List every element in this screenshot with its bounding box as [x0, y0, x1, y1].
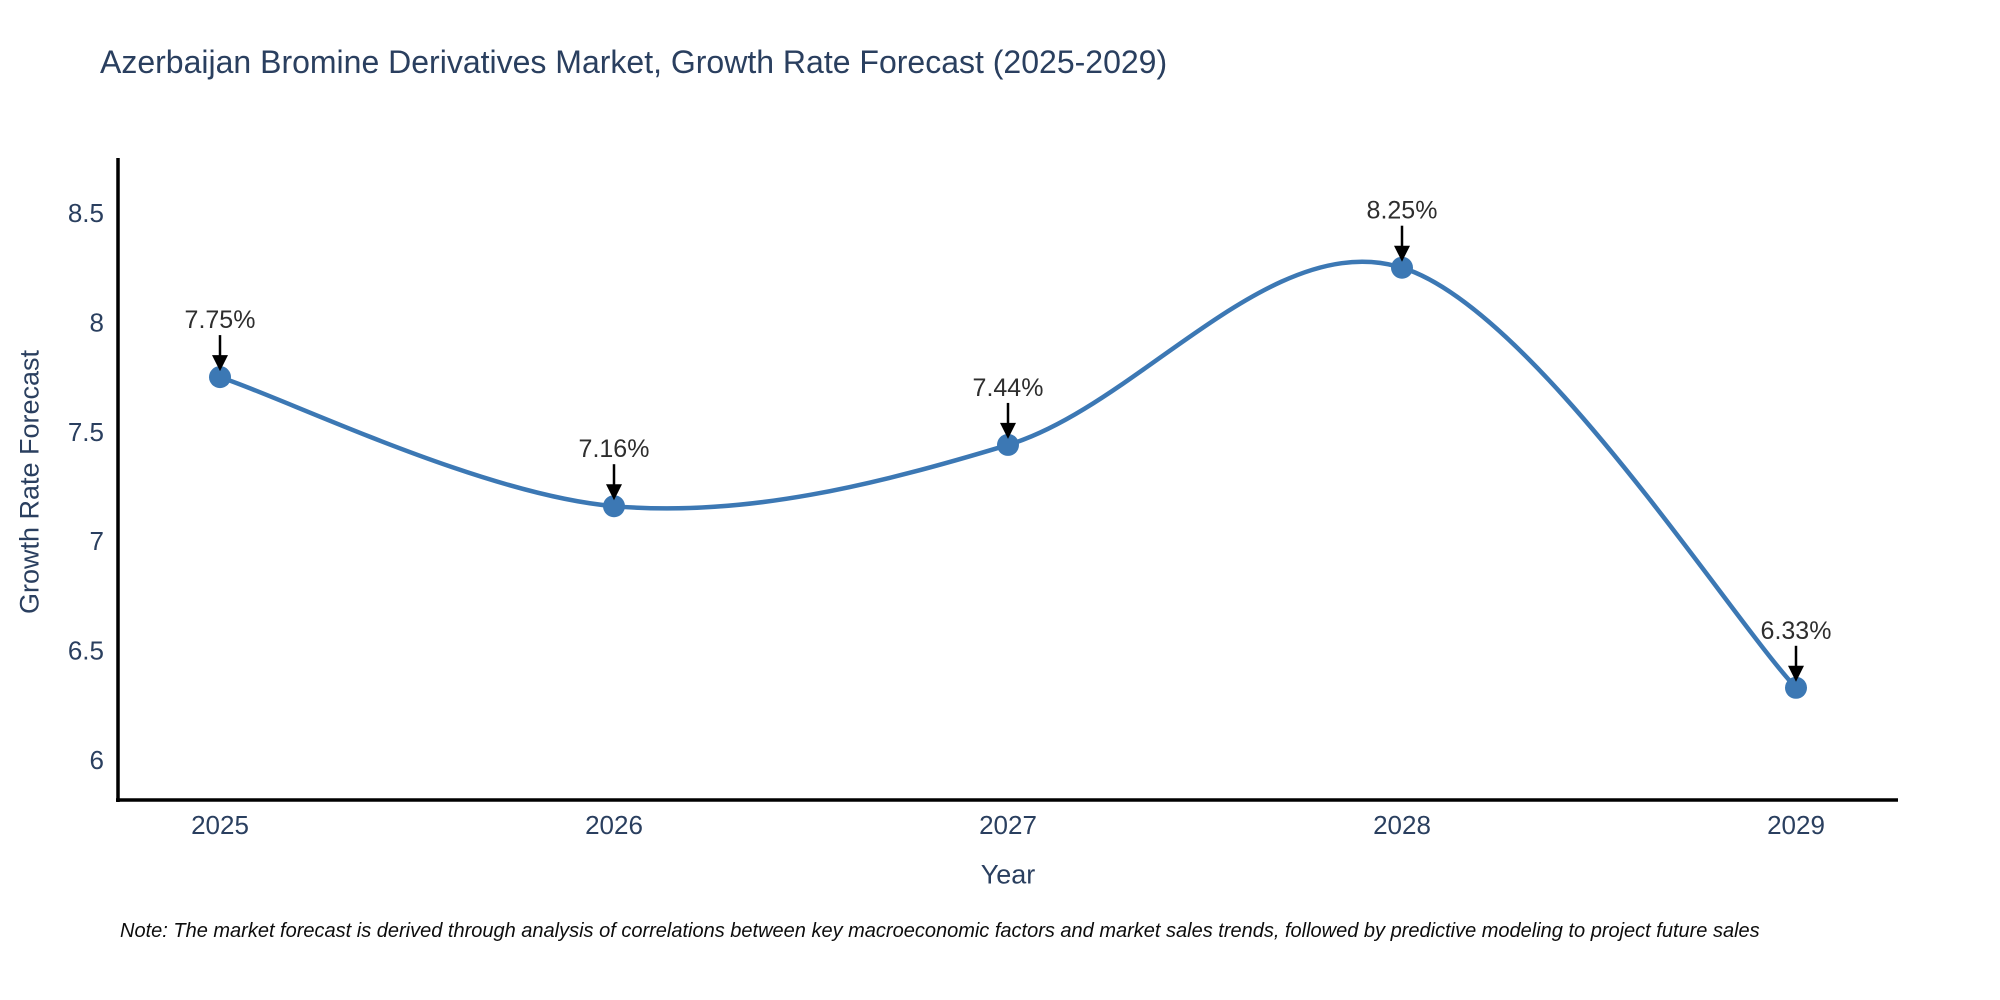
x-tick-label: 2027	[979, 810, 1037, 840]
data-point-marker	[997, 433, 1019, 456]
annotation-label: 7.16%	[579, 435, 650, 463]
annotation-arrowhead	[212, 355, 228, 372]
annotation-label: 6.33%	[1761, 617, 1832, 645]
chart-title: Azerbaijan Bromine Derivatives Market, G…	[100, 44, 1168, 80]
trend-line	[217, 259, 1799, 691]
annotation-arrowhead	[1000, 422, 1016, 439]
x-axis-title: Year	[980, 859, 1036, 890]
x-tick-label: 2029	[1767, 810, 1825, 840]
y-tick-label: 6.5	[68, 636, 104, 666]
annotation-label: 8.25%	[1367, 197, 1438, 225]
annotation-label: 7.44%	[973, 374, 1044, 402]
x-tick-label: 2028	[1373, 810, 1431, 840]
annotation-arrowhead	[606, 484, 622, 501]
annotation-arrowhead	[1394, 245, 1410, 262]
annotation-arrowhead	[1788, 665, 1804, 682]
y-tick-label: 6	[90, 745, 104, 775]
x-tick-label: 2026	[585, 810, 643, 840]
y-tick-label: 7.5	[68, 417, 104, 447]
data-point-marker	[209, 366, 231, 389]
data-point-marker	[603, 495, 625, 518]
y-tick-label: 7	[90, 526, 104, 556]
y-tick-label: 8.5	[68, 198, 104, 228]
y-tick-label: 8	[90, 307, 104, 337]
data-point-marker	[1391, 256, 1413, 279]
footnote: Note: The market forecast is derived thr…	[120, 920, 1760, 942]
x-tick-label: 2025	[191, 810, 249, 840]
data-point-marker	[1785, 676, 1807, 699]
annotation-label: 7.75%	[185, 306, 256, 334]
